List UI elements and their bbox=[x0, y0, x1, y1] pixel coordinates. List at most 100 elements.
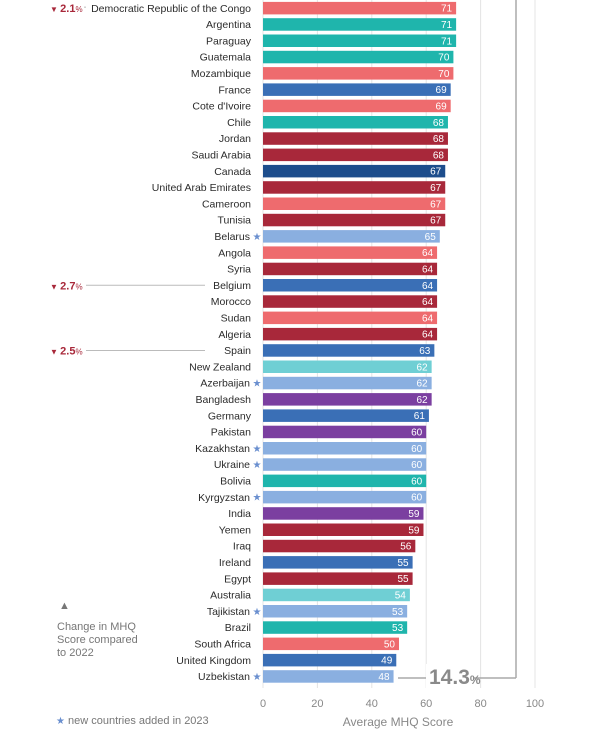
new-country-star-icon: ★ bbox=[253, 444, 262, 455]
bar bbox=[263, 67, 454, 80]
bar bbox=[263, 539, 416, 553]
bar bbox=[263, 1, 457, 15]
value-label: 67 bbox=[430, 167, 442, 178]
value-label: 63 bbox=[419, 346, 431, 357]
bar bbox=[263, 360, 432, 373]
bar bbox=[263, 653, 397, 667]
country-label: Ukraine bbox=[214, 459, 250, 471]
bar bbox=[263, 572, 413, 585]
value-label: 67 bbox=[430, 216, 442, 227]
value-label: 64 bbox=[422, 330, 434, 341]
country-label: Canada bbox=[214, 166, 251, 178]
value-label: 64 bbox=[422, 264, 434, 275]
value-label: 59 bbox=[408, 525, 420, 536]
value-label: 60 bbox=[411, 493, 423, 504]
country-label: United Kingdom bbox=[176, 655, 251, 667]
country-label: Paraguay bbox=[206, 35, 252, 47]
bar bbox=[263, 148, 448, 162]
country-label: Belarus bbox=[214, 231, 250, 243]
country-label: Tajikistan bbox=[207, 606, 250, 618]
value-label: 60 bbox=[411, 444, 423, 455]
bar bbox=[263, 458, 427, 471]
country-label: Australia bbox=[210, 590, 251, 602]
value-label: 70 bbox=[438, 53, 450, 64]
value-labels: 71 71 71 70 70 69 69 68 68 68 67 67 67 67 65 64 64 64 64 64… bbox=[378, 4, 452, 683]
value-label: 68 bbox=[433, 150, 445, 161]
country-label: South Africa bbox=[194, 638, 251, 650]
new-country-star-icon: ★ bbox=[253, 493, 262, 504]
x-tick-label: 80 bbox=[474, 698, 486, 710]
bar bbox=[263, 637, 399, 651]
country-label: Cote d'Ivoire bbox=[192, 101, 251, 113]
value-label: 65 bbox=[425, 232, 437, 243]
value-label: 48 bbox=[378, 672, 390, 683]
bar bbox=[263, 246, 438, 259]
value-label: 50 bbox=[384, 639, 396, 650]
change-legend-line-1: Change in MHQ bbox=[57, 621, 136, 633]
country-label: Sudan bbox=[221, 312, 252, 324]
country-label: Morocco bbox=[211, 296, 251, 308]
value-label: 68 bbox=[433, 134, 445, 145]
country-label: Chile bbox=[227, 117, 251, 129]
country-label: Bangladesh bbox=[196, 394, 252, 406]
bar bbox=[263, 132, 448, 145]
country-label: Belgium bbox=[213, 280, 251, 292]
new-country-star-icon: ★ bbox=[253, 232, 262, 243]
value-label: 49 bbox=[381, 656, 393, 667]
change-legend-line-3: to 2022 bbox=[57, 647, 94, 659]
value-label: 60 bbox=[411, 476, 423, 487]
bar bbox=[263, 556, 413, 569]
country-label: Spain bbox=[224, 345, 251, 357]
value-label: 55 bbox=[397, 574, 409, 585]
bar bbox=[263, 376, 432, 390]
value-label: 60 bbox=[411, 460, 423, 471]
country-label: Pakistan bbox=[211, 427, 251, 439]
new-countries-legend-text: new countries added in 2023 bbox=[68, 715, 209, 727]
new-country-star-icon: ★ bbox=[253, 379, 262, 390]
country-label: Angola bbox=[218, 247, 251, 259]
bar bbox=[263, 507, 424, 520]
range-callout: 14.3% bbox=[398, 0, 517, 690]
country-label: Brazil bbox=[225, 622, 251, 634]
bar bbox=[263, 442, 427, 455]
bar bbox=[263, 34, 457, 47]
bar bbox=[263, 213, 446, 227]
value-label: 71 bbox=[441, 20, 453, 31]
new-country-star-icon: ★ bbox=[253, 672, 262, 683]
value-label: 62 bbox=[417, 395, 429, 406]
new-country-star-icon: ★ bbox=[56, 716, 65, 727]
bar bbox=[263, 409, 429, 422]
country-label: Mozambique bbox=[191, 68, 251, 80]
bar bbox=[263, 197, 446, 210]
value-label: 64 bbox=[422, 281, 434, 292]
country-label: Argentina bbox=[206, 19, 251, 31]
bar bbox=[263, 311, 438, 325]
country-label: Algeria bbox=[218, 329, 251, 341]
value-label: 68 bbox=[433, 118, 445, 129]
value-label: 62 bbox=[417, 379, 429, 390]
bar bbox=[263, 50, 454, 64]
bar bbox=[263, 262, 438, 276]
change-legend-icon: ▲ bbox=[59, 600, 70, 612]
bar bbox=[263, 344, 435, 357]
bar bbox=[263, 523, 424, 536]
value-label: 64 bbox=[422, 313, 434, 324]
country-label: Yemen bbox=[219, 524, 251, 536]
change-annotations: ▼ 2.1% ▼ 2.7% ▼ 2.5% bbox=[50, 3, 205, 357]
country-label: Syria bbox=[227, 264, 251, 276]
range-callout-value: 14.3% bbox=[429, 666, 481, 689]
country-label: Egypt bbox=[224, 573, 251, 585]
country-label: Bolivia bbox=[220, 475, 251, 487]
new-country-star-icon: ★ bbox=[253, 460, 262, 471]
country-label: Kazakhstan bbox=[195, 443, 250, 455]
value-label: 60 bbox=[411, 427, 423, 438]
country-label: Germany bbox=[208, 410, 252, 422]
value-label: 67 bbox=[430, 199, 442, 210]
country-label: United Arab Emirates bbox=[152, 182, 251, 194]
value-label: 71 bbox=[441, 36, 453, 47]
bar bbox=[263, 425, 427, 439]
country-label: Tunisia bbox=[218, 215, 252, 227]
bar bbox=[263, 605, 408, 618]
bar bbox=[263, 621, 408, 634]
